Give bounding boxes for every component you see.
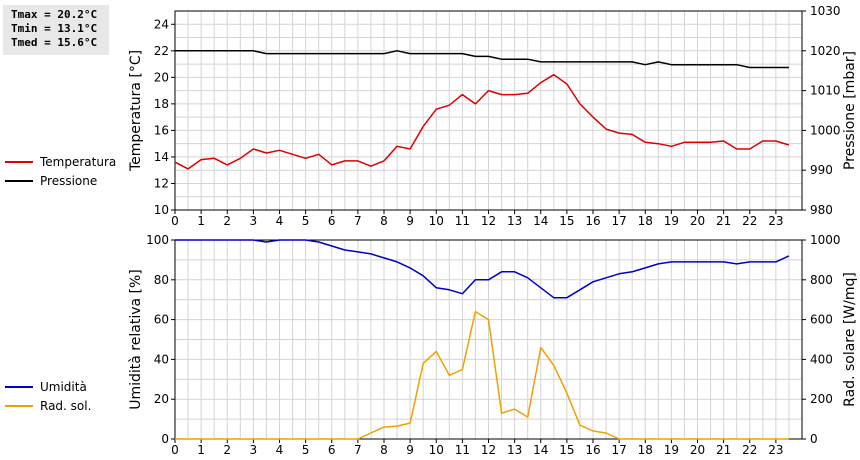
x-tick-label: 16 (585, 443, 600, 457)
x-tick-label: 5 (302, 214, 310, 228)
x-tick-label: 5 (302, 443, 310, 457)
legend-label: Rad. sol. (40, 399, 91, 413)
x-tick-label: 23 (768, 214, 783, 228)
stat-tmed: Tmed = 15.6°C (11, 36, 98, 49)
y-axis-title-1: Umidità relativa [%] (128, 269, 144, 410)
legend-label: Pressione (40, 174, 97, 188)
y2-tick-label: 600 (810, 313, 833, 327)
x-tick-label: 15 (559, 214, 574, 228)
x-tick-label: 12 (481, 443, 496, 457)
x-tick-label: 17 (611, 443, 626, 457)
x-tick-label: 4 (276, 214, 284, 228)
x-tick-label: 3 (250, 443, 258, 457)
series-line-umidit- (175, 239, 790, 299)
x-tick-label: 19 (664, 214, 679, 228)
y2-tick-label: 1000 (810, 123, 841, 137)
y2-tick-label: 1010 (810, 84, 841, 98)
y-axis-title-0: Temperatura [°C] (128, 50, 144, 172)
series-line-temperatura (174, 73, 790, 170)
y2-tick-label: 980 (810, 203, 833, 217)
x-tick-label: 10 (429, 214, 444, 228)
y2-tick-label: 0 (810, 432, 818, 446)
y2-tick-label: 1000 (810, 233, 841, 247)
x-tick-label: 11 (455, 443, 470, 457)
y-tick-label: 80 (154, 273, 169, 287)
x-tick-label: 1 (197, 214, 205, 228)
y2-axis-title-0: Pressione [mbar] (842, 51, 858, 170)
y-tick-label: 22 (154, 44, 169, 58)
y2-tick-label: 800 (810, 273, 833, 287)
x-tick-label: 18 (638, 443, 653, 457)
y-tick-label: 10 (154, 203, 169, 217)
x-tick-label: 6 (328, 443, 336, 457)
x-tick-label: 4 (276, 443, 284, 457)
x-tick-label: 9 (406, 214, 414, 228)
x-tick-label: 13 (507, 214, 522, 228)
x-tick-label: 16 (585, 214, 600, 228)
x-tick-label: 11 (455, 214, 470, 228)
y-tick-label: 20 (154, 392, 169, 406)
series-line-pressione (175, 50, 789, 69)
x-tick-label: 0 (171, 443, 179, 457)
y2-axis-title-1: Rad. solare [W/mq] (842, 272, 858, 407)
x-tick-label: 19 (664, 443, 679, 457)
x-tick-label: 2 (223, 443, 231, 457)
y-tick-label: 40 (154, 352, 169, 366)
stats-box: Tmax = 20.2°C Tmin = 13.1°C Tmed = 15.6°… (3, 5, 109, 55)
y-tick-label: 14 (154, 150, 169, 164)
x-tick-label: 8 (380, 443, 388, 457)
y2-tick-label: 1030 (810, 4, 841, 18)
x-tick-label: 0 (171, 214, 179, 228)
x-tick-label: 22 (742, 214, 757, 228)
stat-tmax: Tmax = 20.2°C (11, 8, 98, 21)
y2-tick-label: 990 (810, 163, 833, 177)
x-tick-label: 22 (742, 443, 757, 457)
x-tick-label: 7 (354, 214, 362, 228)
x-tick-label: 21 (716, 214, 731, 228)
x-tick-label: 14 (533, 214, 548, 228)
x-tick-label: 10 (429, 443, 444, 457)
y-tick-label: 0 (161, 432, 169, 446)
x-tick-label: 6 (328, 214, 336, 228)
y-tick-label: 24 (154, 17, 169, 31)
y-tick-label: 20 (154, 70, 169, 84)
x-tick-label: 23 (768, 443, 783, 457)
x-tick-label: 9 (406, 443, 414, 457)
x-tick-label: 18 (638, 214, 653, 228)
legend-label: Temperatura (39, 155, 116, 169)
y2-tick-label: 200 (810, 392, 833, 406)
series-line-rad-sol- (175, 310, 789, 440)
x-tick-label: 14 (533, 443, 548, 457)
x-tick-label: 17 (611, 214, 626, 228)
y-tick-label: 100 (146, 233, 169, 247)
legend-label: Umidità (40, 380, 87, 394)
x-tick-label: 12 (481, 214, 496, 228)
stat-tmin: Tmin = 13.1°C (11, 22, 98, 35)
y2-tick-label: 400 (810, 352, 833, 366)
x-tick-label: 20 (690, 214, 705, 228)
x-tick-label: 8 (380, 214, 388, 228)
x-tick-label: 21 (716, 443, 731, 457)
x-tick-label: 20 (690, 443, 705, 457)
y-tick-label: 18 (154, 97, 169, 111)
x-tick-label: 13 (507, 443, 522, 457)
y-tick-label: 60 (154, 313, 169, 327)
x-tick-label: 7 (354, 443, 362, 457)
y-tick-label: 12 (154, 176, 169, 190)
y-tick-label: 16 (154, 123, 169, 137)
y2-tick-label: 1020 (810, 44, 841, 58)
x-tick-label: 1 (197, 443, 205, 457)
x-tick-label: 15 (559, 443, 574, 457)
x-tick-label: 2 (223, 214, 231, 228)
x-tick-label: 3 (250, 214, 258, 228)
